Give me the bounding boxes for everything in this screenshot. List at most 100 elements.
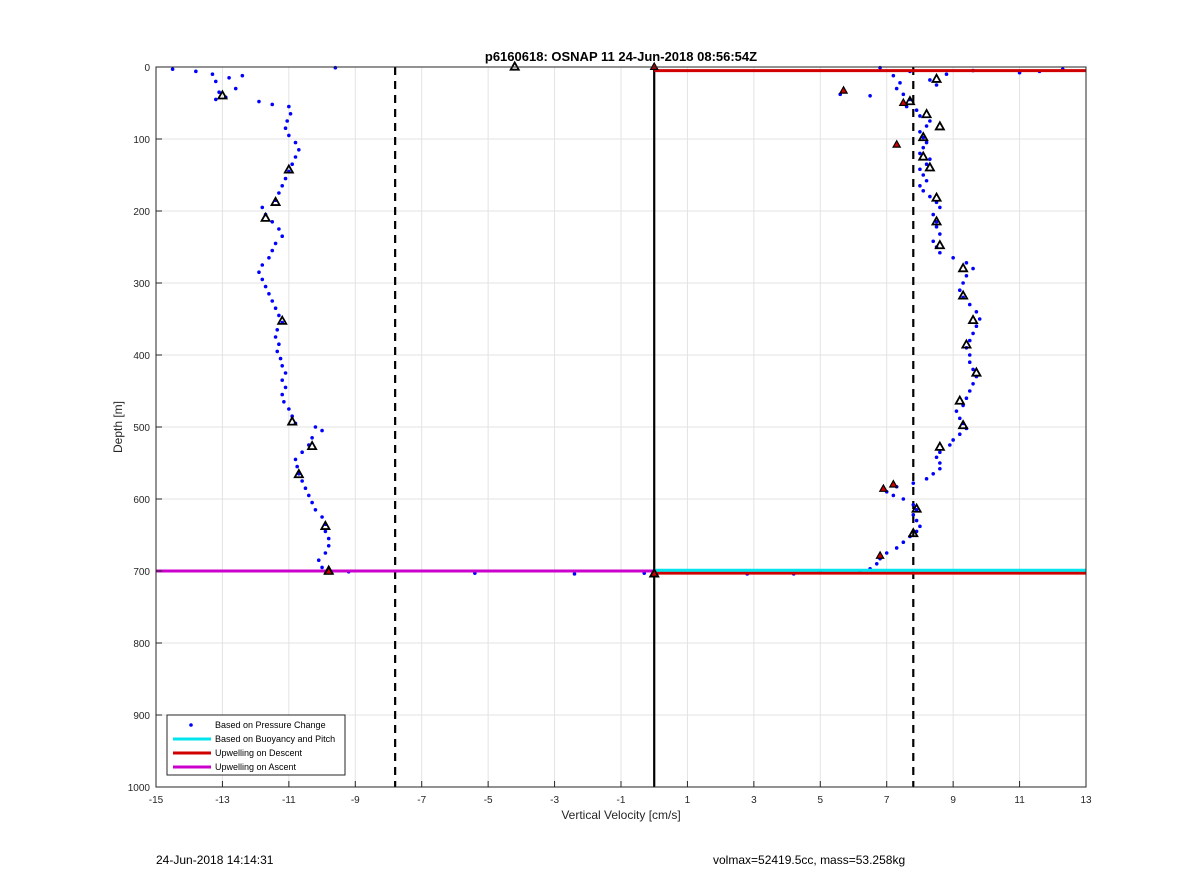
data-point [924,140,929,145]
data-point [924,477,929,481]
data-point [931,212,936,217]
data-point [901,92,906,97]
data-point [278,356,283,361]
open-triangle-marker [930,72,943,83]
open-triangle-marker [967,314,979,325]
data-point [313,425,318,429]
data-point [901,497,906,501]
x-tick-label: 9 [950,795,956,806]
data-point [874,562,879,566]
data-point [928,119,932,123]
data-point [934,220,939,224]
data-point [934,83,939,87]
data-point [213,79,218,84]
data-point [934,455,939,460]
data-point [971,367,975,372]
data-point [928,78,932,82]
y-tick-label: 900 [133,711,150,722]
data-point [290,162,294,166]
x-tick-label: 7 [884,795,890,806]
open-triangle-marker [917,131,929,142]
filled-triangle-marker [649,568,659,577]
data-point [257,270,261,275]
data-point [967,360,972,365]
open-triangle-marker [907,527,919,538]
data-point [280,378,285,383]
x-tick-label: -3 [550,795,559,806]
data-point [240,73,245,78]
open-triangle-marker [216,89,229,100]
open-triangle-marker [286,415,298,426]
data-point [320,515,324,519]
data-point [938,205,942,210]
data-point [270,220,275,224]
open-triangle-marker [269,196,282,206]
data-point [326,536,331,541]
data-point [964,396,969,401]
data-point [931,472,936,476]
data-point [977,317,982,321]
data-point [964,274,969,278]
data-point [280,234,285,238]
y-tick-label: 500 [133,423,150,434]
data-point [924,124,929,128]
data-point [974,324,979,329]
y-tick-label: 700 [133,567,150,578]
data-point [288,112,293,116]
data-point [323,529,328,534]
data-point [928,157,932,161]
data-point [326,544,331,548]
data-point [213,97,218,102]
open-triangle-marker [957,262,969,273]
data-point [971,266,975,271]
data-point [914,518,919,523]
data-point [316,558,321,562]
data-point [938,232,942,236]
data-point [891,493,896,498]
footer-info: volmax=52419.5cc, mass=53.258kg [713,853,906,867]
data-point [233,86,238,91]
open-triangle-marker [319,520,331,530]
x-tick-label: 3 [751,795,757,806]
data-point [227,76,231,80]
data-point [918,184,922,188]
data-point [921,135,926,140]
data-point [280,392,285,397]
data-point [921,145,926,150]
data-point [277,342,281,347]
data-point [333,65,338,70]
data-point [918,114,922,118]
data-point [924,178,929,183]
open-triangle-marker [930,191,943,202]
data-point [938,250,942,255]
open-triangle-marker [917,150,929,161]
x-tick-label: -11 [282,795,296,806]
open-triangle-marker [954,394,966,405]
open-triangle-marker [934,120,946,131]
data-point [306,493,311,498]
data-point [293,457,298,462]
legend-box [166,714,346,776]
data-point [948,443,952,447]
data-point [894,546,899,550]
x-tick-label: -1 [617,795,626,806]
y-tick-label: 800 [133,639,150,650]
data-point [287,407,291,411]
open-triangle-marker [260,211,272,222]
y-axis-label: Depth [m] [111,401,125,453]
data-point [898,81,902,85]
x-tick-label: -7 [417,795,426,806]
data-point [260,205,265,210]
y-tick-label: 400 [133,351,150,362]
open-triangle-marker [904,95,916,106]
data-point [974,310,979,314]
open-triangle-marker [276,314,288,325]
open-triangle-marker [920,108,933,119]
open-triangle-marker [934,440,946,451]
data-point [931,239,936,244]
data-point [287,104,291,109]
data-point [572,572,577,576]
data-point [918,524,922,529]
x-tick-label: 5 [818,795,824,806]
